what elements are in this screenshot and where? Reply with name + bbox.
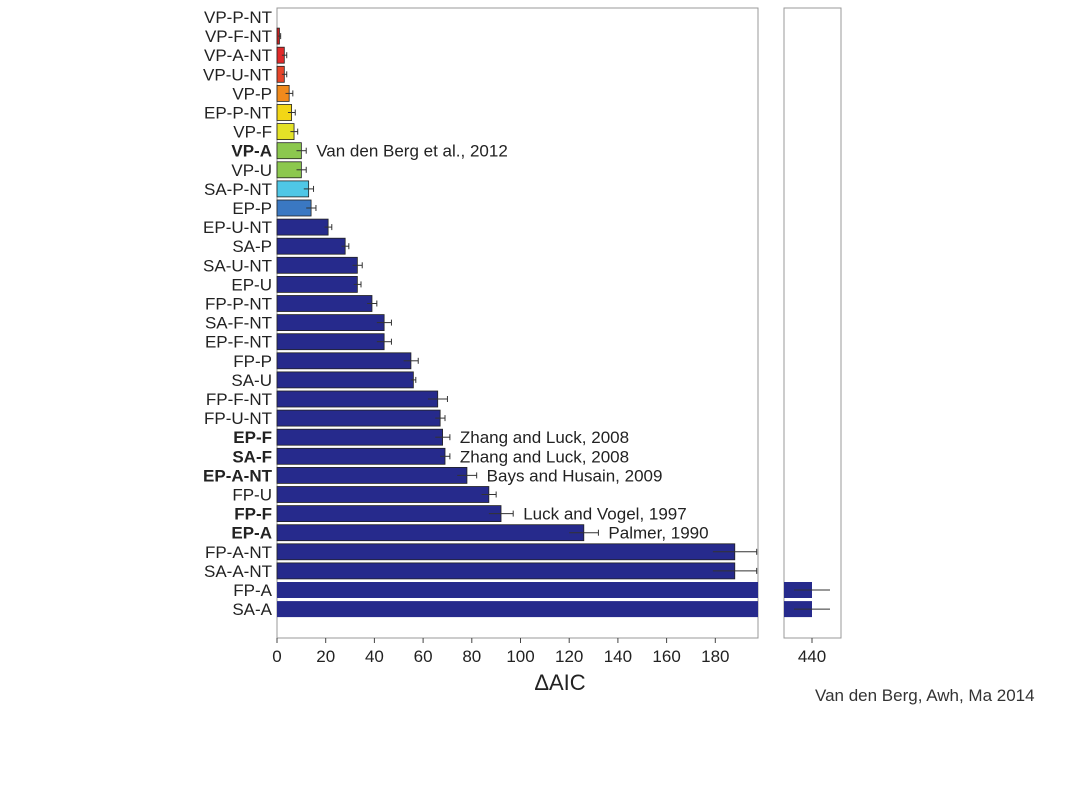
bar bbox=[277, 601, 758, 618]
bar-annotation: Palmer, 1990 bbox=[608, 524, 708, 543]
category-label: VP-U bbox=[231, 161, 272, 180]
bar bbox=[276, 218, 329, 236]
bar bbox=[276, 505, 502, 523]
x-tick-label: 100 bbox=[506, 647, 534, 666]
category-label: SA-A bbox=[232, 600, 272, 619]
bar bbox=[276, 409, 441, 427]
x-tick-label: 60 bbox=[414, 647, 433, 666]
citation-credit: Van den Berg, Awh, Ma 2014 bbox=[815, 686, 1035, 705]
x-tick-label: 0 bbox=[272, 647, 281, 666]
bar bbox=[276, 333, 385, 351]
x-tick-label: 20 bbox=[316, 647, 335, 666]
bars-group bbox=[276, 27, 830, 618]
bar bbox=[276, 428, 443, 446]
plot-frame-break bbox=[783, 7, 842, 639]
bar bbox=[276, 237, 346, 255]
category-label: EP-A bbox=[231, 524, 272, 543]
category-labels: VP-P-NTVP-F-NTVP-A-NTVP-U-NTVP-PEP-P-NTV… bbox=[203, 8, 273, 619]
category-label: EP-P-NT bbox=[204, 104, 272, 123]
category-label: EP-U bbox=[231, 275, 272, 294]
category-label: FP-F bbox=[234, 505, 272, 524]
bar bbox=[277, 582, 758, 598]
bar bbox=[276, 447, 446, 465]
x-tick-label-break: 440 bbox=[798, 647, 826, 666]
category-label: EP-P bbox=[232, 199, 272, 218]
category-label: SA-P bbox=[232, 237, 272, 256]
x-tick-label: 140 bbox=[604, 647, 632, 666]
category-label: SA-P-NT bbox=[204, 180, 272, 199]
category-label: EP-U-NT bbox=[203, 218, 272, 237]
x-tick-label: 120 bbox=[555, 647, 583, 666]
category-label: VP-A-NT bbox=[204, 46, 272, 65]
bar bbox=[276, 371, 414, 389]
category-label: SA-A-NT bbox=[204, 562, 272, 581]
category-label: VP-F-NT bbox=[205, 27, 272, 46]
x-tick-label: 80 bbox=[462, 647, 481, 666]
bar-annotation: Bays and Husain, 2009 bbox=[487, 466, 663, 485]
bar bbox=[276, 352, 412, 370]
x-tick-label: 40 bbox=[365, 647, 384, 666]
bar-annotation: Luck and Vogel, 1997 bbox=[523, 505, 687, 524]
x-axis-title: ΔAIC bbox=[534, 670, 585, 695]
bar bbox=[276, 199, 312, 217]
category-label: VP-A bbox=[231, 142, 272, 161]
category-label: FP-A bbox=[233, 581, 272, 600]
bar bbox=[276, 256, 358, 274]
category-label: VP-P bbox=[232, 84, 272, 103]
category-label: VP-F bbox=[233, 123, 272, 142]
annotations: Van den Berg et al., 2012 Zhang and Luck,… bbox=[316, 142, 708, 543]
bar bbox=[276, 543, 736, 561]
category-label: SA-U bbox=[231, 371, 272, 390]
bar-annotation: Van den Berg et al., 2012 bbox=[316, 142, 508, 161]
x-tick-label: 180 bbox=[701, 647, 729, 666]
category-label: EP-F bbox=[233, 428, 272, 447]
category-label: SA-U-NT bbox=[203, 256, 272, 275]
category-label: SA-F-NT bbox=[205, 314, 272, 333]
category-label: EP-F-NT bbox=[205, 333, 272, 352]
bar bbox=[276, 295, 373, 312]
bar bbox=[276, 524, 585, 542]
x-axis: 0 20 40 60 80 100 120 140 160 180 440 bbox=[272, 638, 826, 666]
bar bbox=[276, 275, 358, 293]
category-label: FP-P-NT bbox=[205, 295, 272, 314]
bar-annotation: Zhang and Luck, 2008 bbox=[460, 447, 629, 466]
category-label: SA-F bbox=[232, 447, 272, 466]
category-label: FP-F-NT bbox=[206, 390, 272, 409]
bar bbox=[276, 314, 385, 332]
bar bbox=[276, 562, 736, 580]
x-tick-label: 160 bbox=[652, 647, 680, 666]
category-label: FP-U-NT bbox=[204, 409, 272, 428]
category-label: VP-P-NT bbox=[204, 8, 272, 27]
bar-annotation: Zhang and Luck, 2008 bbox=[460, 428, 629, 447]
category-label: EP-A-NT bbox=[203, 466, 273, 485]
bar bbox=[276, 466, 468, 484]
bar bbox=[276, 486, 490, 503]
bar bbox=[276, 390, 439, 408]
category-label: FP-P bbox=[233, 352, 272, 371]
category-label: FP-U bbox=[232, 486, 272, 505]
category-label: FP-A-NT bbox=[205, 543, 272, 562]
category-label: VP-U-NT bbox=[203, 65, 272, 84]
